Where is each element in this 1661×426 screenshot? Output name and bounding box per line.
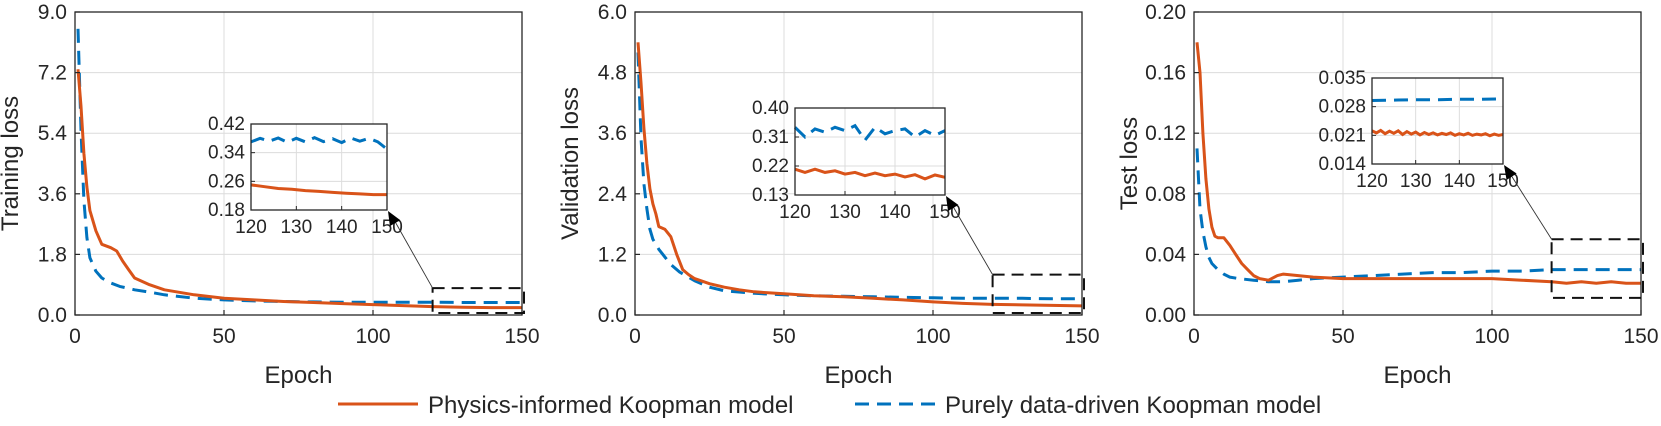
inset-x-tick-label: 140 bbox=[326, 217, 358, 238]
y-axis-label: Training loss bbox=[0, 96, 24, 231]
series-line-data-driven bbox=[76, 28, 522, 304]
x-tick-label: 100 bbox=[1474, 325, 1509, 348]
inset-background bbox=[795, 108, 945, 195]
series-line-physics-informed bbox=[636, 42, 1083, 308]
x-axis-label: Epoch bbox=[824, 362, 892, 389]
inset-frame bbox=[250, 123, 388, 211]
zoom-connector-line bbox=[1508, 171, 1552, 240]
chart-panel-3: 0 50 100 150 0.00 0.04 0.08 0.12 0.16 0.20 Epoch Te… bbox=[1116, 1, 1659, 389]
x-tick-label: 0 bbox=[1188, 325, 1200, 348]
inset-y-tick-label: 0.26 bbox=[208, 171, 245, 192]
y-tick-label: 0.04 bbox=[1145, 243, 1186, 266]
y-tick-label: 3.6 bbox=[38, 183, 67, 206]
zoom-region-box bbox=[1550, 238, 1644, 299]
inset-y-tick-label: 0.028 bbox=[1318, 97, 1366, 118]
series-line-data-driven bbox=[636, 52, 1082, 301]
zoom-connector-arrowhead bbox=[388, 211, 401, 227]
inset-y-tick-label: 0.014 bbox=[1318, 154, 1366, 175]
zoom-connector-arrowhead bbox=[946, 196, 959, 212]
inset-series-physics-informed bbox=[794, 167, 946, 181]
x-tick-label: 100 bbox=[355, 325, 390, 348]
inset-y-tick-label: 0.31 bbox=[752, 127, 789, 148]
inset-series-physics-informed bbox=[250, 183, 387, 197]
inset-x-tick-label: 130 bbox=[829, 202, 861, 223]
zoom-region-box bbox=[431, 287, 526, 315]
x-axis-label: Epoch bbox=[264, 362, 332, 389]
x-tick-label: 150 bbox=[504, 325, 539, 348]
zoom-connector-line bbox=[950, 202, 993, 275]
inset-y-tick-label: 0.34 bbox=[208, 143, 245, 164]
inset-y-tick-label: 0.18 bbox=[208, 200, 245, 221]
series-line-data-driven bbox=[1195, 148, 1641, 284]
y-tick-label: 4.8 bbox=[598, 62, 627, 85]
x-tick-label: 50 bbox=[772, 325, 795, 348]
legend-physics-label: Physics-informed Koopman model bbox=[428, 392, 794, 419]
inset-background bbox=[1372, 78, 1503, 164]
y-tick-label: 2.4 bbox=[598, 183, 628, 206]
y-axis-label: Test loss bbox=[1116, 117, 1143, 210]
inset-y-tick-label: 0.13 bbox=[752, 185, 789, 206]
x-tick-label: 150 bbox=[1064, 325, 1099, 348]
y-tick-label: 6.0 bbox=[598, 1, 627, 24]
inset-y-tick-label: 0.22 bbox=[752, 156, 789, 177]
axes-frame bbox=[74, 11, 523, 316]
inset-x-tick-label: 140 bbox=[879, 202, 911, 223]
inset-background bbox=[251, 124, 387, 210]
y-tick-label: 9.0 bbox=[38, 1, 67, 24]
y-tick-label: 5.4 bbox=[38, 122, 68, 145]
series-line-physics-informed bbox=[76, 69, 522, 310]
legend-data-label: Purely data-driven Koopman model bbox=[945, 392, 1321, 419]
y-tick-label: 3.6 bbox=[598, 122, 627, 145]
y-tick-label: 0.0 bbox=[598, 304, 627, 327]
y-tick-label: 0.00 bbox=[1145, 304, 1186, 327]
inset-x-tick-label: 120 bbox=[1356, 171, 1388, 192]
inset-x-tick-label: 120 bbox=[779, 202, 811, 223]
inset-x-tick-label: 130 bbox=[1400, 171, 1432, 192]
axes-frame bbox=[1193, 11, 1642, 316]
inset-y-tick-label: 0.035 bbox=[1318, 68, 1366, 89]
x-tick-label: 0 bbox=[629, 325, 641, 348]
y-tick-label: 0.08 bbox=[1145, 183, 1186, 206]
y-axis-label: Validation loss bbox=[557, 87, 584, 240]
y-tick-label: 0.16 bbox=[1145, 62, 1186, 85]
x-tick-label: 0 bbox=[69, 325, 81, 348]
chart-panel-1: 0 50 100 150 0.0 1.8 3.6 5.4 7.2 9.0 Epoch Training… bbox=[0, 1, 540, 389]
y-tick-label: 0.20 bbox=[1145, 1, 1186, 24]
zoom-region-box bbox=[991, 273, 1085, 315]
zoom-connector-arrowhead bbox=[1504, 165, 1517, 181]
zoom-connector-line bbox=[392, 217, 433, 289]
y-tick-label: 0.12 bbox=[1145, 122, 1186, 145]
inset-y-tick-label: 0.021 bbox=[1318, 125, 1366, 146]
inset-y-tick-label: 0.42 bbox=[208, 114, 245, 135]
x-tick-label: 50 bbox=[212, 325, 235, 348]
y-tick-label: 7.2 bbox=[38, 62, 67, 85]
y-tick-label: 0.0 bbox=[38, 304, 67, 327]
series-line-physics-informed bbox=[1195, 42, 1641, 285]
inset-frame bbox=[1371, 77, 1504, 165]
inset-x-tick-label: 120 bbox=[235, 217, 267, 238]
x-tick-label: 150 bbox=[1623, 325, 1658, 348]
y-tick-label: 1.2 bbox=[598, 243, 627, 266]
inset-series-data-driven bbox=[793, 123, 946, 143]
legend: Physics-informed Koopman model Purely da… bbox=[338, 392, 1321, 419]
chart-panel-2: 0 50 100 150 0.0 1.2 2.4 3.6 4.8 6.0 Epoch Validati… bbox=[557, 1, 1100, 389]
inset-x-tick-label: 130 bbox=[280, 217, 312, 238]
x-tick-label: 50 bbox=[1331, 325, 1354, 348]
inset-frame bbox=[794, 107, 946, 196]
y-tick-label: 1.8 bbox=[38, 243, 67, 266]
inset-y-tick-label: 0.40 bbox=[752, 98, 789, 119]
axes-frame bbox=[634, 11, 1083, 316]
inset-x-tick-label: 140 bbox=[1443, 171, 1475, 192]
inset-series-physics-informed bbox=[1371, 128, 1504, 138]
inset-series-data-driven bbox=[250, 135, 388, 151]
x-axis-label: Epoch bbox=[1383, 362, 1451, 389]
x-tick-label: 100 bbox=[915, 325, 950, 348]
